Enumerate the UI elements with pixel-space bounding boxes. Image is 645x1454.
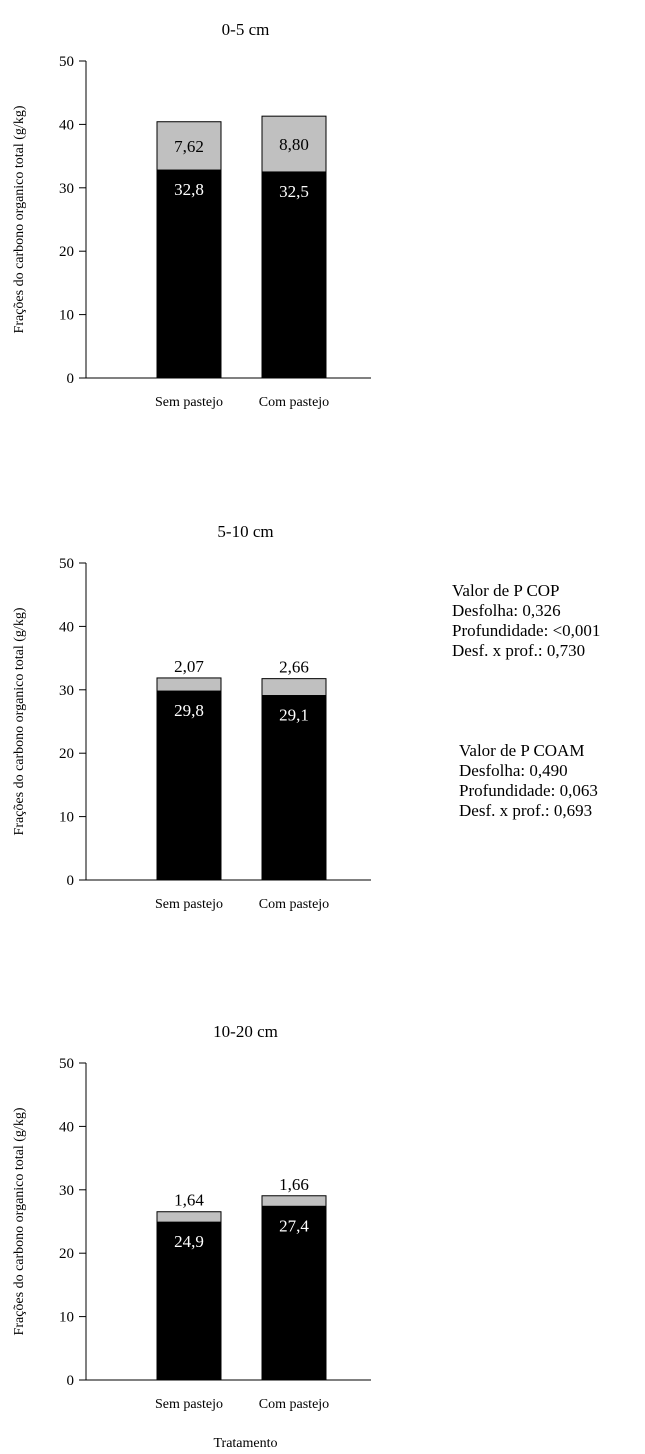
y-tick-label: 10	[59, 810, 74, 826]
bar-pom	[156, 677, 222, 692]
y-axis-label: Frações do carbono organico total (g/kg)	[12, 105, 27, 333]
cop-title: Valor de P COP	[452, 581, 560, 600]
data-label-pom: 2,07	[174, 657, 204, 676]
bar-mam	[261, 695, 327, 881]
bar-mam	[261, 1205, 327, 1381]
data-label-pom: 7,62	[174, 137, 204, 156]
y-tick-label: 50	[59, 54, 74, 70]
coam-title: Valor de P COAM	[459, 741, 585, 760]
x-tick-label: Com pastejo	[259, 1397, 329, 1412]
bar-pom	[261, 115, 327, 173]
data-label-pom: 1,64	[174, 1191, 204, 1210]
bar-pom	[261, 678, 327, 697]
data-label-pom: 2,66	[279, 658, 309, 677]
bar-mam	[156, 1221, 222, 1381]
y-axis-label: Frações do carbono organico total (g/kg)	[12, 607, 27, 835]
y-tick-label: 50	[59, 556, 74, 572]
y-tick-label: 40	[59, 619, 74, 635]
data-label-mam: 27,4	[279, 1216, 309, 1235]
bar-mam	[156, 690, 222, 881]
p-values-cop: Valor de P COP Desfolha: 0,326 Profundid…	[452, 581, 600, 661]
bar-pom	[261, 1195, 327, 1207]
cop-interaction: Desf. x prof.: 0,730	[452, 641, 586, 660]
bar-mam	[156, 169, 222, 379]
data-label-pom: 8,80	[279, 135, 309, 154]
chart-panel-1: 0-5 cm 0 10 20 30 40 50 Frações do carbono orga…	[12, 20, 371, 410]
y-tick-label: 10	[59, 308, 74, 324]
y-tick-label: 30	[59, 181, 74, 197]
coam-interaction: Desf. x prof.: 0,693	[459, 801, 593, 820]
y-tick-label: 20	[59, 1246, 74, 1262]
data-label-mam: 29,8	[174, 701, 204, 720]
bar-mam	[261, 171, 327, 379]
chart-panel-2: 5-10 cm 0 10 20 30 40 50 Frações do carbono org…	[12, 522, 371, 912]
data-label-mam: 32,8	[174, 180, 204, 199]
y-tick-label: 0	[67, 1373, 75, 1389]
cop-desfolha: Desfolha: 0,326	[452, 601, 561, 620]
x-tick-label: Com pastejo	[259, 395, 329, 410]
data-label-pom: 1,66	[279, 1175, 309, 1194]
coam-profundidade: Profundidade: 0,063	[459, 781, 598, 800]
bar-pom	[156, 1211, 222, 1223]
x-tick-label: Sem pastejo	[155, 897, 223, 912]
y-tick-label: 40	[59, 117, 74, 133]
y-tick-label: 30	[59, 683, 74, 699]
y-axis-label: Frações do carbono organico total (g/kg)	[12, 1107, 27, 1335]
data-label-mam: 29,1	[279, 706, 309, 725]
y-tick-label: 30	[59, 1183, 74, 1199]
y-tick-label: 50	[59, 1056, 74, 1072]
chart-title: 10-20 cm	[213, 1022, 278, 1041]
x-tick-label: Com pastejo	[259, 897, 329, 912]
chart-title: 0-5 cm	[222, 20, 270, 39]
y-tick-label: 10	[59, 1310, 74, 1326]
coam-desfolha: Desfolha: 0,490	[459, 761, 568, 780]
x-axis-label: Tratamento	[213, 1436, 277, 1451]
y-tick-label: 20	[59, 244, 74, 260]
y-tick-label: 40	[59, 1119, 74, 1135]
x-tick-label: Sem pastejo	[155, 395, 223, 410]
p-values-coam: Valor de P COAM Desfolha: 0,490 Profundi…	[459, 741, 598, 821]
y-tick-label: 20	[59, 746, 74, 762]
y-tick-label: 0	[67, 371, 75, 387]
x-tick-label: Sem pastejo	[155, 1397, 223, 1412]
bar-pom	[156, 121, 222, 171]
y-tick-label: 0	[67, 873, 75, 889]
chart-title: 5-10 cm	[217, 522, 273, 541]
data-label-mam: 32,5	[279, 182, 309, 201]
chart-panel-3: 10-20 cm 0 10 20 30 40 50 Frações do carbono or…	[12, 1022, 371, 1451]
cop-profundidade: Profundidade: <0,001	[452, 621, 601, 640]
data-label-mam: 24,9	[174, 1232, 204, 1251]
